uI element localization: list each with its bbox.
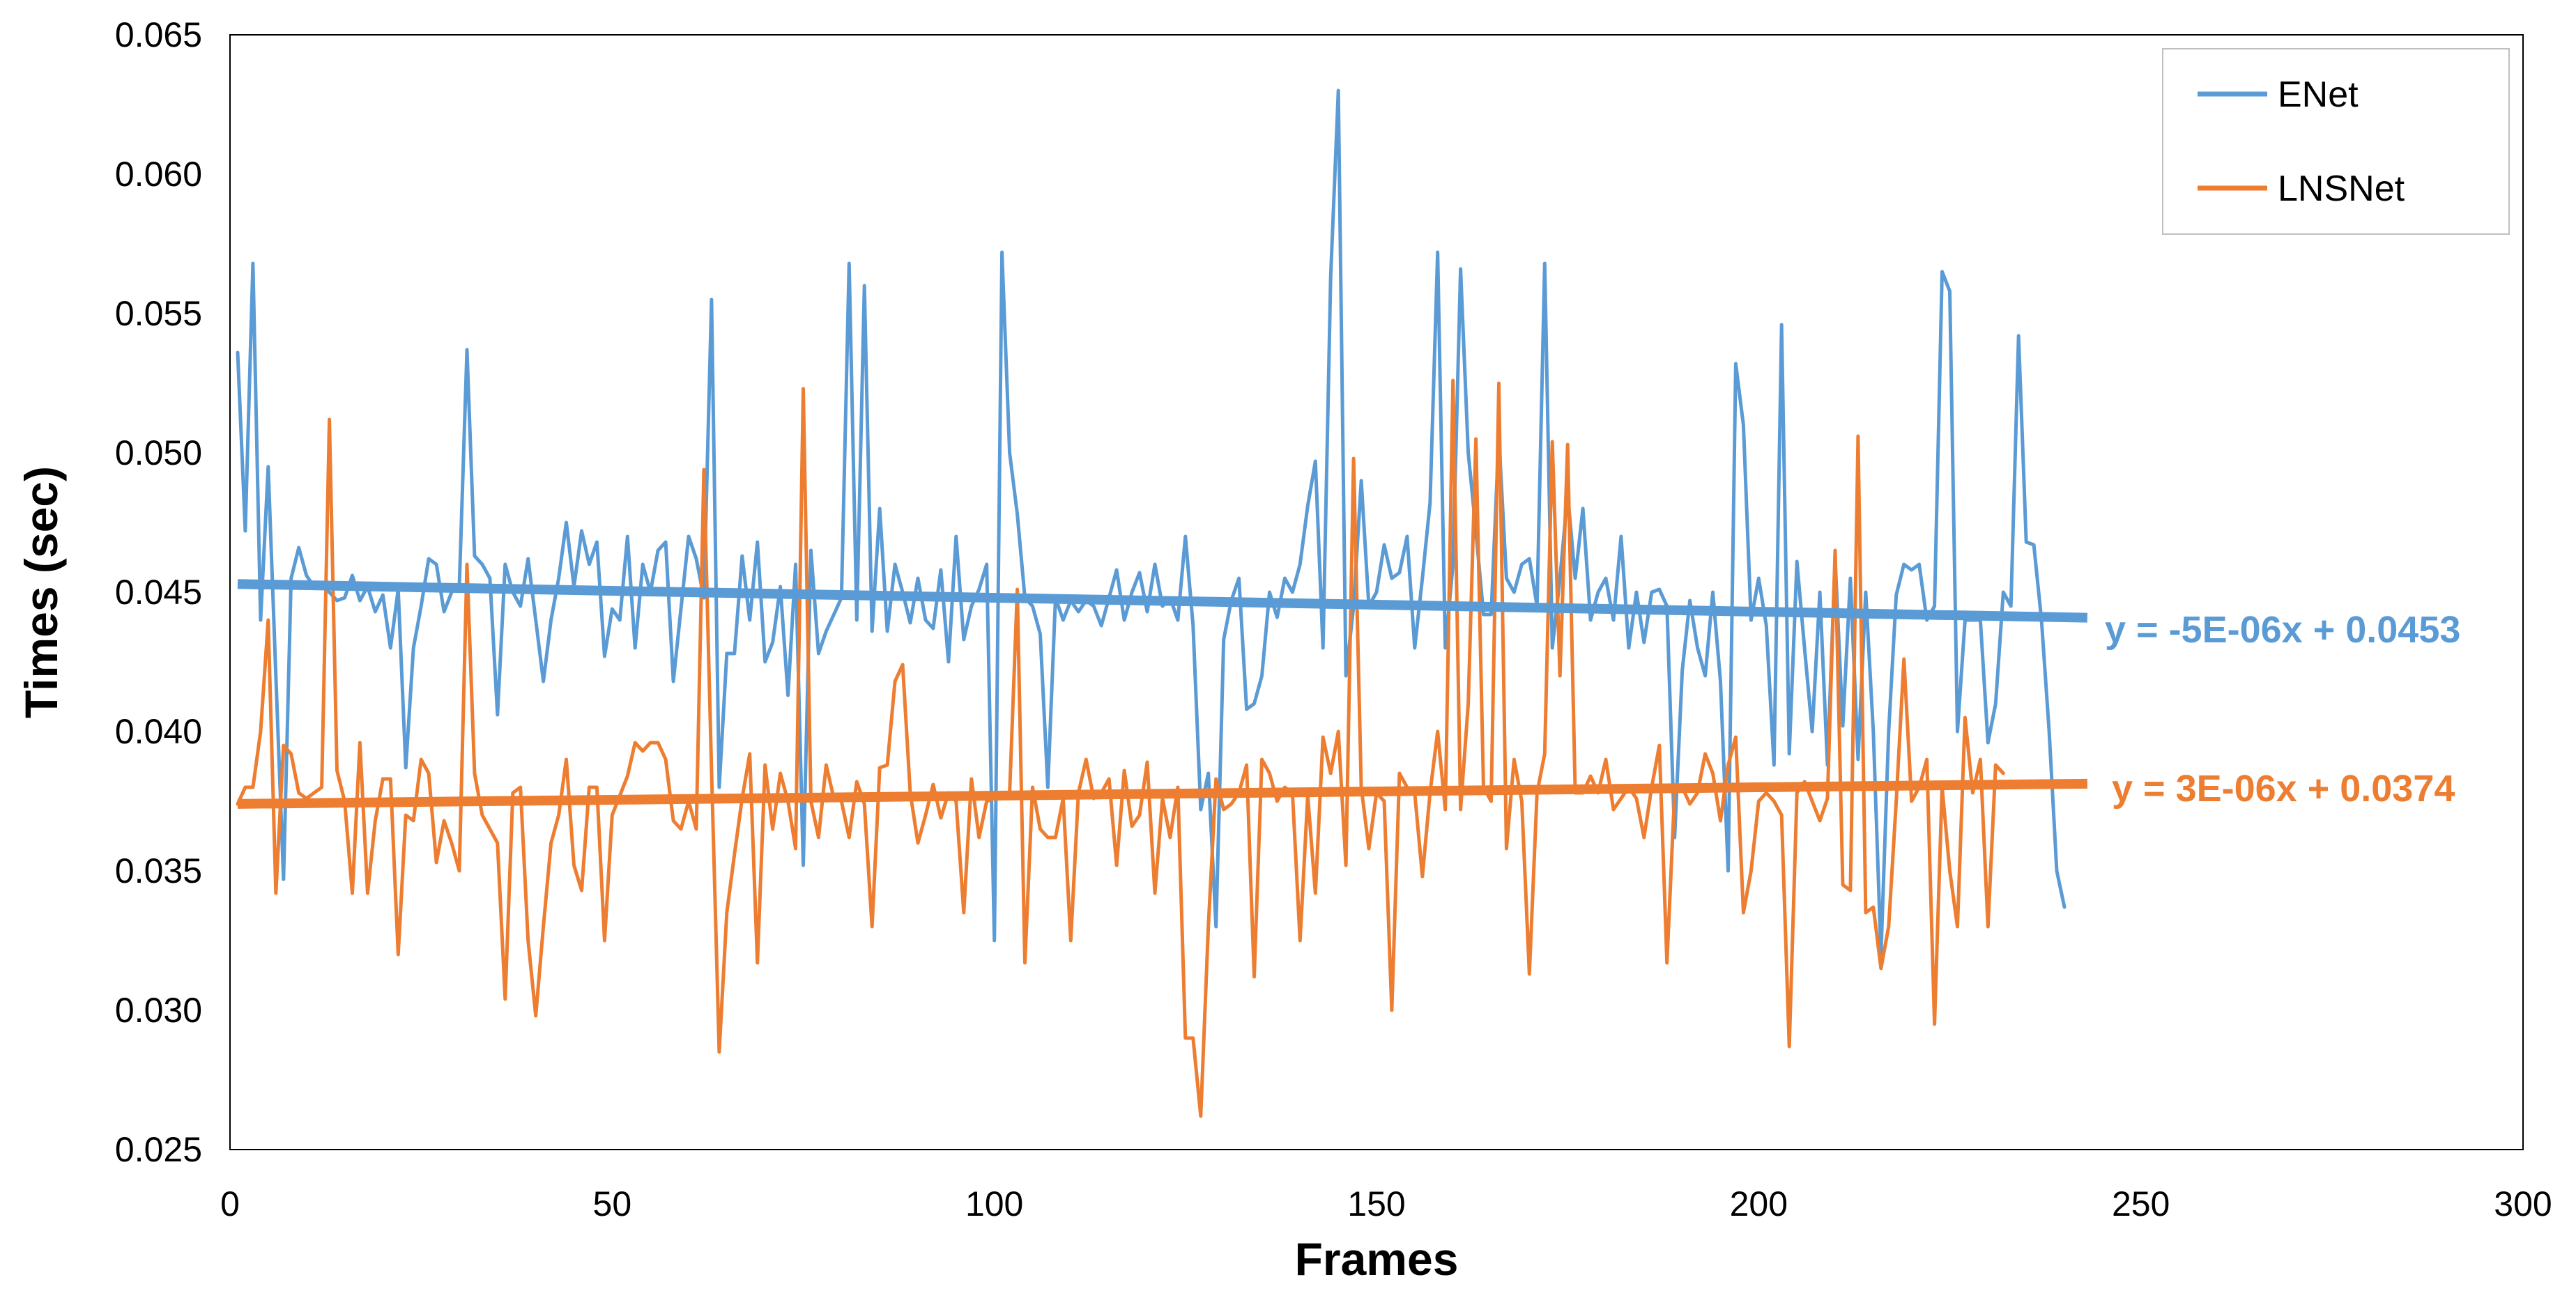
y-tick-label: 0.030 — [115, 991, 202, 1030]
x-tick-label: 200 — [1730, 1184, 1788, 1223]
x-tick-label: 0 — [220, 1184, 240, 1223]
y-axis-title: Times (sec) — [15, 466, 67, 718]
y-tick-label: 0.050 — [115, 433, 202, 472]
trendline-equation-enet: y = -5E-06x + 0.0453 — [2105, 609, 2460, 651]
x-tick-label: 100 — [965, 1184, 1023, 1223]
x-tick-label: 250 — [2112, 1184, 2170, 1223]
trendline-lnsnet — [237, 778, 2087, 809]
y-tick-label: 0.055 — [115, 294, 202, 333]
plot-area — [229, 34, 2524, 1150]
y-tick-label: 0.060 — [115, 155, 202, 194]
y-tick-label: 0.040 — [115, 712, 202, 751]
series-line-lnsnet — [236, 378, 2005, 1118]
y-axis-tick-labels: 0.025 0.030 0.035 0.040 0.045 0.050 0.055 0.060… — [115, 15, 202, 1169]
x-axis-title: Frames — [1295, 1233, 1459, 1285]
trendline-equation-lnsnet: y = 3E-06x + 0.0374 — [2112, 768, 2455, 810]
series-line-enet — [236, 88, 2067, 957]
y-tick-label: 0.065 — [115, 15, 202, 54]
x-tick-label: 300 — [2494, 1184, 2552, 1223]
x-tick-label: 50 — [593, 1184, 632, 1223]
legend: ENet LNSNet — [2162, 48, 2510, 235]
trendline-layer — [237, 579, 2088, 809]
series-layer — [236, 88, 2067, 1118]
x-tick-label: 150 — [1347, 1184, 1405, 1223]
y-tick-label: 0.025 — [115, 1130, 202, 1169]
legend-label-lnsnet: LNSNet — [2278, 169, 2405, 209]
y-tick-label: 0.035 — [115, 851, 202, 890]
x-axis-tick-labels: 0 50 100 150 200 250 300 — [220, 1184, 2552, 1223]
plot-border — [229, 34, 2524, 1150]
legend-label-enet: ENet — [2278, 75, 2359, 115]
trendline-enet — [237, 579, 2088, 623]
y-tick-label: 0.045 — [115, 573, 202, 612]
legend-box — [2162, 48, 2510, 235]
